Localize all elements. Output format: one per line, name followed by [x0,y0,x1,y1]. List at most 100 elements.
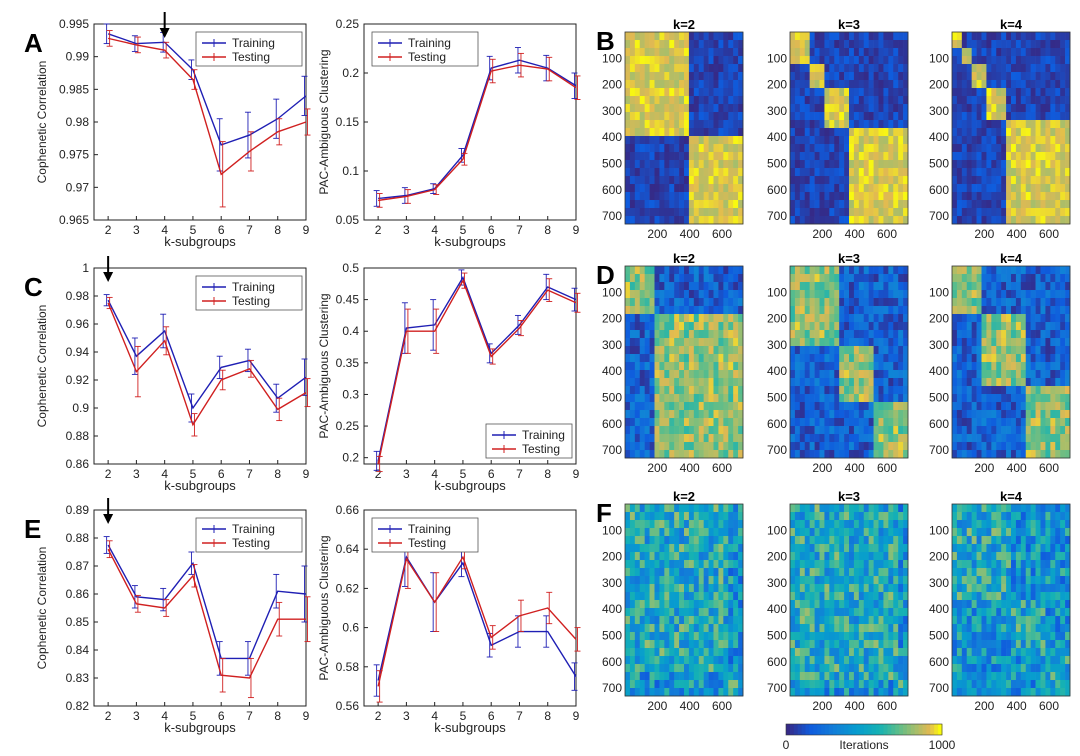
heatmap-cell [1035,306,1041,315]
heatmap-y-tick-label: 400 [602,130,622,144]
heatmap-cell [981,136,987,145]
heatmap-cell [1065,72,1071,81]
heatmap-cell [1001,88,1007,97]
heatmap-cell [1050,346,1056,355]
heatmap-frame [951,265,1071,459]
heatmap-cell [829,176,835,185]
heatmap-cell [728,512,734,521]
heatmap-cell [858,282,865,291]
heatmap-cell [853,314,860,323]
heatmap-cell [718,314,724,323]
heatmap-cell [849,112,855,121]
heatmap-cell [966,168,972,177]
heatmap-cell [679,672,685,681]
heatmap-cell [718,402,724,411]
heatmap-cell [996,410,1002,419]
heatmap-cell [654,528,660,537]
heatmap-cell [898,584,904,593]
heatmap-cell [1050,290,1056,299]
heatmap-cell [738,88,744,97]
heatmap-cell [809,354,815,363]
heatmap-cell [814,298,820,307]
heatmap-cell [718,656,724,665]
heatmap-cell [664,568,670,577]
x-tick-label: 3 [403,223,410,237]
heatmap-cell [790,330,796,339]
heatmap-cell [888,552,894,561]
legend-label: Testing [408,50,446,64]
heatmap-cell [625,648,631,657]
heatmap-cell [799,338,806,347]
heatmap-cell [839,426,845,435]
heatmap-cell [649,32,655,41]
heatmap-cell [1001,136,1007,145]
heatmap-cell [794,314,801,323]
heatmap-cell [804,512,810,521]
heatmap-cell [1050,378,1056,387]
heatmap-cell [659,632,665,641]
heatmap-cell [693,688,700,697]
heatmap-cell [639,330,645,339]
heatmap-cell [664,184,670,193]
heatmap-cell [829,72,835,81]
heatmap-cell [794,80,801,89]
heatmap-cell [898,72,904,81]
heatmap-cell [625,208,631,217]
heatmap-cell [713,370,719,379]
heatmap-cell [849,144,855,153]
heatmap-cell [1055,200,1061,209]
y-tick-label: 0.88 [66,429,90,443]
heatmap-cell [839,96,845,105]
heatmap-cell [1035,426,1041,435]
heatmap-cell [1050,386,1056,395]
heatmap-cell [1001,176,1007,185]
heatmap-cell [858,450,865,459]
heatmap-cell [1035,136,1041,145]
heatmap-cell [794,520,801,529]
heatmap-cell [1030,402,1036,411]
heatmap-cell [829,426,835,435]
heatmap-cell [981,370,987,379]
heatmap-cell [1050,160,1056,169]
heatmap-cell [794,136,801,145]
heatmap-cell [1040,64,1046,73]
heatmap-cell [981,88,987,97]
heatmap-cell [971,434,977,443]
heatmap-cell [824,128,830,137]
heatmap-cell [669,282,675,291]
heatmap-cell [868,266,874,275]
heatmap-cell [1050,80,1056,89]
heatmap-cell [834,144,840,153]
heatmap-cell [1055,282,1061,291]
heatmap-cell [688,434,695,443]
heatmap-cell [868,330,874,339]
heatmap-cell [738,168,744,177]
heatmap-cell [688,282,695,291]
heatmap-cell [644,152,650,161]
heatmap-cell [659,592,665,601]
heatmap-cell [1045,88,1051,97]
heatmap-cell [738,378,744,387]
heatmap-cell [723,104,729,113]
heatmap-cell [863,592,869,601]
heatmap-cell [664,434,670,443]
heatmap-cell [819,450,825,459]
heatmap-cell [809,512,815,521]
heatmap-cell [664,442,670,451]
heatmap-cell [693,402,700,411]
y-tick-label: 0.92 [66,373,90,387]
heatmap-cell [1025,442,1031,451]
heatmap-cell [634,72,641,81]
heatmap-cell [996,402,1002,411]
heatmap-cell [834,160,840,169]
heatmap-cell [824,362,830,371]
y-tick-label: 0.62 [336,581,360,595]
heatmap-cell [1045,216,1051,225]
heatmap-cell [991,306,997,315]
heatmap-cell [1060,410,1066,419]
heatmap-cell [1050,40,1056,49]
heatmap-cell [839,544,845,553]
heatmap-cell [849,378,855,387]
heatmap-cell [1015,450,1022,459]
heatmap-cell [1030,152,1036,161]
